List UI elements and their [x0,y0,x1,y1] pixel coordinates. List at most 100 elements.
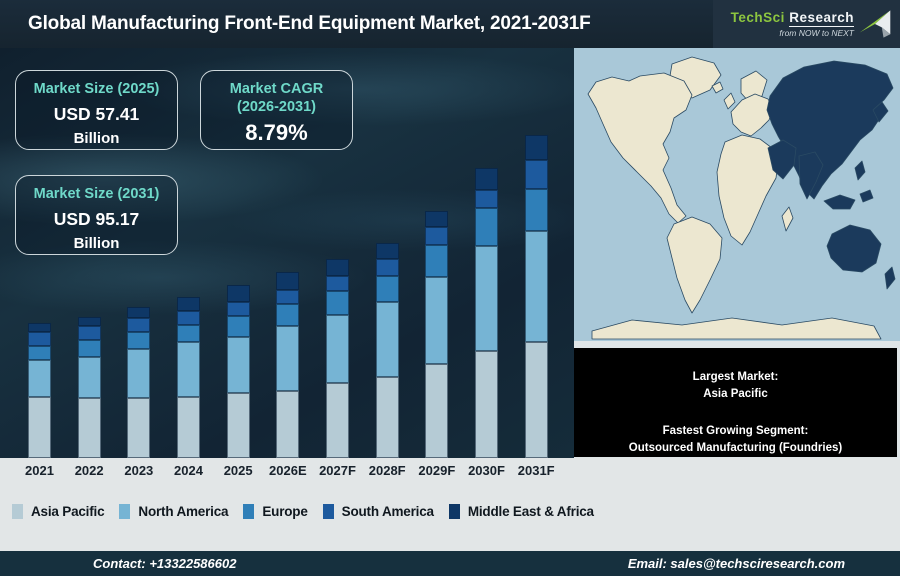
bar-segment-north-america-2025 [226,337,250,393]
map-uk [723,92,736,110]
x-axis-label-2022: 2022 [74,463,104,478]
bar-segment-middle-east-africa-2022 [77,317,101,326]
bar-segment-asia-pacific-2026E [276,391,300,458]
bar-segment-europe-2022 [77,340,101,357]
fastest-growing-value: Outsourced Manufacturing (Foundries) [628,442,843,455]
legend-swatch-icon [243,504,255,519]
world-map-svg [574,48,900,341]
bar-segment-asia-pacific-2021 [28,397,51,458]
stat-unit: Billion [73,130,120,148]
fastest-growing-label: Fastest Growing Segment: [662,425,809,438]
bar-segment-south-america-2030F [475,190,499,208]
stat-unit: Billion [73,235,120,253]
callout-spacer [574,402,897,423]
bar-segment-europe-2021 [28,346,51,360]
map-north-america [587,72,693,224]
bar-segment-south-america-2023 [127,318,151,332]
bar-segment-europe-2029F [425,245,449,277]
map-africa [716,134,779,246]
bar-segment-north-america-2028F [375,302,399,377]
bar-segment-middle-east-africa-2024 [177,297,200,311]
bar-2022 [77,317,101,458]
stat-box-market-size-2025: Market Size (2025) USD 57.41 Billion [15,70,178,150]
bar-segment-north-america-2021 [28,360,51,397]
bar-segment-south-america-2025 [226,302,250,316]
map-new-guinea-highlight [859,189,874,203]
legend-label: Asia Pacific [31,504,105,519]
stat-label: Market Size (2031) [33,186,160,202]
page-title: Global Manufacturing Front-End Equipment… [28,13,591,34]
map-iceland [711,81,724,94]
x-axis-label-2029F: 2029F [418,463,456,478]
map-europe [730,93,774,137]
largest-market-label: Largest Market: [692,371,779,383]
x-axis-label-2021: 2021 [25,463,54,478]
footer-contact: Contact: +13322586602 [93,556,237,571]
bar-segment-north-america-2029F [425,277,449,364]
bar-segment-middle-east-africa-2030F [475,168,499,190]
legend-item-north-america: North America [119,504,229,519]
x-axis-label-2024: 2024 [174,463,203,478]
x-axis-label-2025: 2025 [223,463,253,478]
bar-segment-europe-2025 [226,316,250,337]
bar-2027F [326,259,350,458]
stat-value: 8.79% [245,120,308,146]
x-axis-label-2023: 2023 [124,463,154,478]
largest-market-value: Asia Pacific [703,387,768,400]
legend-label: South America [341,504,434,519]
bar-segment-south-america-2028F [375,259,399,276]
bottom-strip: 2021 2022 2023 2024 2025 2026E 2027F 2028F 2029F… [0,458,900,551]
map-madagascar [781,206,794,232]
map-middle-east-highlight [767,139,797,180]
bar-segment-south-america-2031F [524,160,548,189]
map-australia-highlight [826,224,882,273]
stat-label: Market CAGR [229,81,324,97]
chart-panel: Market Size (2025) USD 57.41 Billion Mar… [0,48,574,458]
logo-brand-green: TechSci [730,10,785,25]
bar-2025 [226,285,250,458]
legend-label: Middle East & Africa [467,504,594,519]
bar-segment-middle-east-africa-2029F [425,211,449,227]
title-bar: Global Manufacturing Front-End Equipment… [0,0,900,48]
legend-label: Europe [262,504,308,519]
bar-segment-asia-pacific-2024 [177,397,200,458]
legend-swatch-icon [12,504,23,519]
map-scandinavia [740,70,768,104]
map-japan-highlight [872,101,889,123]
bar-2030F [475,168,499,458]
x-axis-label-2030F: 2030F [468,463,505,478]
bar-2031F [524,135,548,458]
x-axis-label-2026E: 2026E [269,463,307,478]
bar-segment-north-america-2031F [524,231,548,342]
x-axis-label-2028F: 2028F [368,463,406,478]
bar-segment-europe-2026E [276,304,300,326]
bar-segment-middle-east-africa-2021 [28,323,51,332]
footer-bar: Contact: +13322586602 Email: sales@techs… [0,551,900,576]
bar-2026E [276,272,300,458]
map-antarctica [591,317,882,340]
bar-segment-north-america-2024 [177,342,200,397]
legend-item-south-america: South America [322,504,434,519]
bar-segment-asia-pacific-2027F [326,383,350,458]
bar-segment-north-america-2026E [276,326,300,391]
logo-tagline: from NOW to NEXT [779,28,854,38]
bar-segment-north-america-2030F [475,246,499,351]
bar-segment-south-america-2021 [28,332,51,346]
x-axis-label-2027F: 2027F [319,463,356,478]
legend-swatch-icon [119,504,131,519]
stat-box-market-cagr: Market CAGR (2026-2031) 8.79% [200,70,353,150]
map-philippines-highlight [854,160,866,181]
techsci-logo-text: TechSci Research from NOW to NEXT [731,10,854,38]
logo-brand-white: Research [789,10,854,27]
legend-swatch-icon [448,504,460,519]
bar-segment-asia-pacific-2025 [226,393,250,458]
stat-value: USD 57.41 [53,104,140,125]
bar-segment-south-america-2024 [177,311,200,325]
legend-item-middle-east-africa: Middle East & Africa [448,504,594,519]
map-indonesia-highlight [823,194,856,210]
bar-2023 [127,307,151,458]
bar-segment-south-america-2029F [425,227,449,245]
bar-segment-asia-pacific-2022 [77,398,101,458]
bar-segment-europe-2027F [326,291,350,315]
footer-email: Email: sales@techsciresearch.com [627,556,845,571]
